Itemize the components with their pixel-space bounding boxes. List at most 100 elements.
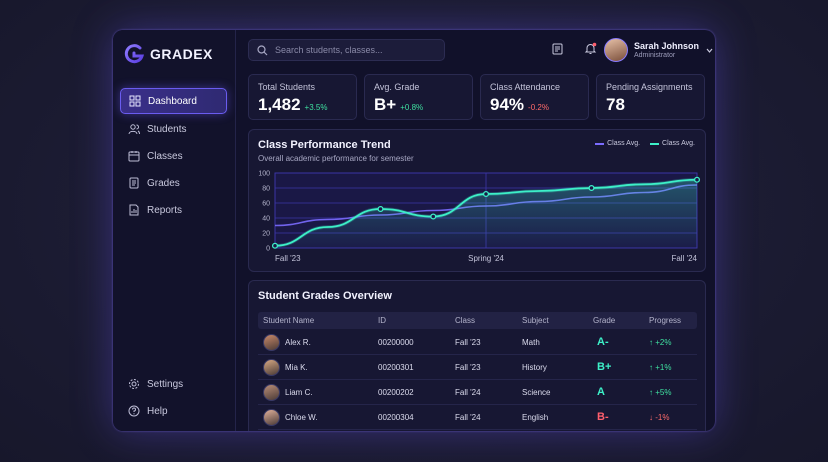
student-grade: B- [597,411,609,423]
legend-item: Class Avg. [650,140,695,147]
sidebar-item-grades[interactable]: Grades [120,171,227,195]
student-id: 00200301 [378,363,414,372]
top-icons [551,42,597,55]
dashboard-icon [129,95,141,107]
stat-label: Pending Assignments [606,82,693,92]
student-name: Liam C. [285,388,313,397]
x-tick-label: Spring '24 [468,254,504,263]
main-content: Sarah Johnson Administrator Total Studen… [236,30,715,431]
stat-card-attendance: Class Attendance 94% -0.2% [480,74,589,120]
chart-subtitle: Overall academic performance for semeste… [258,154,414,163]
sidebar-item-label: Dashboard [148,95,197,107]
help-icon [128,405,140,417]
notification-dot [592,42,597,47]
search-icon [257,44,268,55]
student-id: 00200304 [378,413,414,422]
y-tick-label: 40 [262,216,270,223]
stat-value: 78 [606,95,625,114]
student-name: Mia K. [285,363,308,372]
x-tick-label: Fall '23 [275,254,301,263]
bell-icon[interactable] [584,42,597,55]
stat-label: Avg. Grade [374,82,420,92]
search-input[interactable] [273,44,437,56]
student-progress: ↑ +1% [649,363,672,372]
student-class: Fall '23 [455,338,481,347]
user-info: Sarah Johnson Administrator [634,41,699,59]
user-menu[interactable]: Sarah Johnson Administrator [604,38,714,62]
column-header[interactable]: ID [378,316,386,325]
sidebar-item-reports[interactable]: Reports [120,198,227,222]
avatar [263,334,280,351]
users-icon [128,124,140,135]
search-bar[interactable] [248,39,445,61]
data-point [693,176,701,183]
student-name: Alex R. [285,338,311,347]
legend-swatch [650,142,660,145]
table-row[interactable]: Noah P.00200705Fall '24PhysicsB+↑ +3% [258,430,697,431]
report-icon [129,204,139,216]
performance-chart-panel: Class Performance Trend Overall academic… [248,129,706,272]
chevron-down-icon [706,48,713,53]
student-grade: A [597,386,605,398]
y-tick-label: 80 [262,186,270,193]
sidebar-item-label: Classes [147,150,183,162]
data-point [271,242,279,249]
student-progress: ↑ +2% [649,338,672,347]
column-header[interactable]: Subject [522,316,549,325]
sidebar-item-classes[interactable]: Classes [120,144,227,168]
sidebar-item-label: Help [147,405,168,417]
stat-card-avg-grade: Avg. Grade B+ +0.8% [364,74,473,120]
student-class: Fall '24 [455,413,481,422]
sidebar-item-students[interactable]: Students [120,117,227,141]
legend-swatch [595,142,605,145]
stat-delta: +3.5% [304,103,328,112]
data-point [377,205,384,213]
sidebar-item-label: Settings [147,378,184,390]
student-class: Fall '24 [455,388,481,397]
sidebar-item-help[interactable]: Help [120,399,227,423]
app-window: GRADEX Dashboard Students Classes Grades [113,30,715,431]
table-row[interactable]: Chloe W. 00200304 Fall '24 English B- ↓ -1% [258,405,697,430]
y-tick-label: 100 [258,171,270,178]
student-subject: History [522,363,547,372]
student-class: Fall '23 [455,363,481,372]
user-name: Sarah Johnson [634,41,700,51]
avatar [263,384,280,401]
data-point [588,184,595,192]
sidebar-nav: Dashboard Students Classes Grades Report… [120,88,227,225]
column-header[interactable]: Class [455,316,476,325]
sidebar: GRADEX Dashboard Students Classes Grades [113,30,236,431]
logo[interactable]: GRADEX [123,43,213,65]
table-title: Student Grades Overview [258,290,392,302]
stat-value: 94% [490,95,525,114]
student-id: 00200000 [378,338,414,347]
stat-card-pending-assignments: Pending Assignments 78 [596,74,705,120]
student-progress: ↓ -1% [649,413,670,422]
data-point [482,190,490,198]
chart-legend: Class Avg. Class Avg. [595,140,695,147]
series-line-teal [274,178,698,247]
sidebar-item-label: Grades [147,177,180,189]
y-tick-label: 60 [262,201,270,208]
column-header[interactable]: Student Name [263,316,315,325]
table-body: Alex R. 00200000 Fall '23 Math A- ↑ +2% Mia K.… [258,330,697,431]
table-row[interactable]: Mia K. 00200301 Fall '23 History B+ ↑ +1% [258,355,697,380]
column-header[interactable]: Grade [593,316,616,325]
gradex-logo-icon [124,44,145,64]
gear-icon [129,379,139,389]
stat-label: Total Students [258,82,316,92]
student-subject: English [522,413,549,422]
sidebar-item-label: Reports [147,204,183,216]
sidebar-bottom: Settings Help [120,372,227,426]
clipboard-icon[interactable] [551,42,564,55]
table-row[interactable]: Alex R. 00200000 Fall '23 Math A- ↑ +2% [258,330,697,355]
data-point [430,213,437,220]
sidebar-item-dashboard[interactable]: Dashboard [120,88,227,114]
series-area-teal [275,179,697,248]
table-row[interactable]: Liam C. 00200202 Fall '24 Science A ↑ +5% [258,380,697,405]
student-grade: B+ [597,361,612,373]
app-name: GRADEX [150,46,213,62]
sidebar-item-settings[interactable]: Settings [120,372,227,396]
legend-label: Class Avg. [607,140,641,147]
column-header[interactable]: Progress [649,316,682,325]
